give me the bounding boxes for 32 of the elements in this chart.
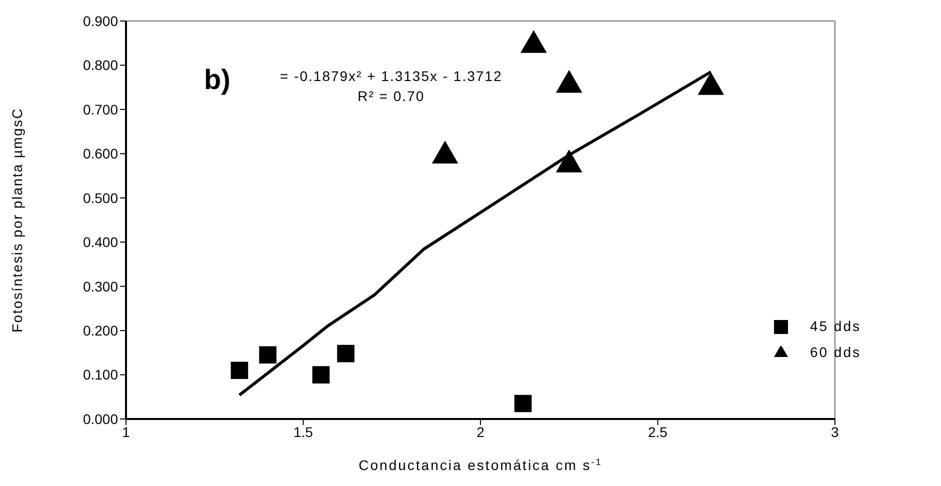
y-tick-label: 0.000 [82, 410, 118, 427]
point [259, 346, 276, 364]
y-tick-label: 0.800 [82, 57, 118, 74]
annotation: b) [204, 64, 230, 96]
annotation: R² = 0.70 [356, 87, 426, 106]
x-tick-label: 3 [831, 424, 840, 440]
point [556, 150, 582, 172]
point [312, 366, 330, 384]
point [556, 70, 582, 93]
x-tick-label: 2.5 [648, 424, 668, 440]
point [520, 30, 547, 53]
y-tick-label: 0.200 [82, 322, 118, 339]
y-tick-label: 0.900 [82, 12, 118, 29]
x-tick-label: 1.5 [294, 424, 314, 440]
x-tick-label: 1 [122, 424, 130, 440]
annotation: = -0.1879x² + 1.3135x - 1.3712 [280, 67, 502, 86]
y-tick-label: 0.100 [82, 366, 118, 383]
x-axis-title: Conductancia estomática cm s$^{-1}$ [358, 457, 602, 473]
point [698, 72, 724, 95]
legend-label: 60 dds [810, 344, 861, 360]
y-axis-title: Fotosíntesis por planta µmgsC [9, 108, 25, 332]
point [337, 344, 354, 362]
legend-label: 45 dds [810, 318, 861, 334]
point [230, 362, 248, 380]
x-tick-label: 2 [476, 424, 485, 440]
y-tick-label: 0.600 [82, 146, 118, 162]
y-tick-label: 0.700 [82, 101, 118, 118]
point [432, 140, 458, 164]
y-tick-label: 0.400 [82, 234, 118, 250]
y-tick-label: 0.300 [82, 278, 118, 294]
point [514, 394, 532, 412]
y-tick-label: 0.500 [82, 190, 118, 206]
